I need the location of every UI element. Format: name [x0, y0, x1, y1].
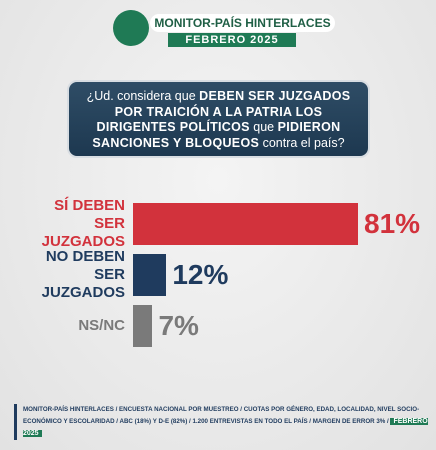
category-label: NS/NC [78, 317, 125, 334]
question-box: ¿Ud. considera que DEBEN SER JUZGADOS PO… [67, 80, 370, 158]
question-part: DEBEN SER JUZGADOS POR TRAICIÓN A LA PAT… [96, 89, 351, 134]
value-label: 12% [172, 259, 229, 290]
question-part: contra el país? [259, 135, 345, 150]
category-label: SÍ DEBEN SER JUZGADOS [41, 197, 125, 250]
value-label: 7% [158, 310, 199, 341]
question-part: ¿Ud. considera que [86, 89, 200, 103]
question-part: que [249, 120, 278, 134]
category-label: NO DEBEN SER JUZGADOS [41, 248, 125, 301]
footer: MONITOR-PAÍS HINTERLACES / ENCUESTA NACI… [14, 404, 436, 440]
bar [133, 203, 358, 245]
footer-text: MONITOR-PAÍS HINTERLACES / ENCUESTA NACI… [23, 406, 420, 425]
brand: MONITOR-PAÍS HINTERLACES [150, 14, 335, 32]
question-part: PIDIERON SANCIONES Y BLOQUEOS [92, 120, 341, 150]
logo [113, 10, 149, 46]
bar [133, 305, 153, 347]
value-label: 81% [364, 208, 421, 239]
bar [133, 254, 167, 296]
date: FEBRERO 2025 [168, 33, 296, 47]
